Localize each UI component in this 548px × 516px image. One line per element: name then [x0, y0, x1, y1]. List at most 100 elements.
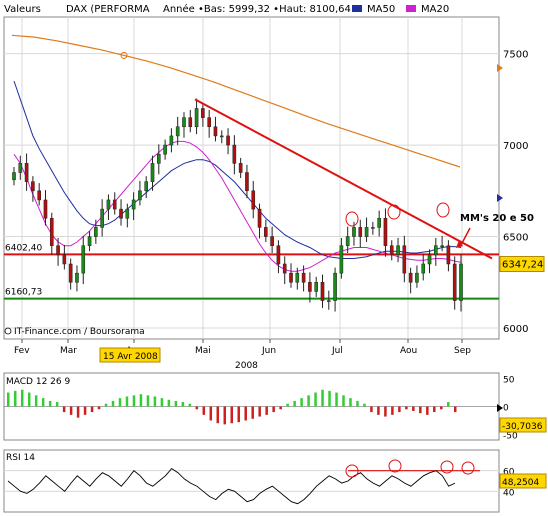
macd-bar — [335, 392, 338, 407]
price-highlight-circle — [436, 202, 450, 218]
candle-body — [452, 263, 457, 301]
macd-bar — [426, 406, 429, 415]
candle-body — [459, 263, 463, 301]
candle-body — [18, 163, 23, 173]
candle-body — [358, 227, 363, 237]
macd-bar — [188, 403, 192, 407]
macd-bar — [41, 398, 45, 407]
macd-bar — [34, 395, 38, 407]
price-highlight-circle — [345, 211, 359, 227]
macd-bar — [195, 406, 199, 410]
candle-body — [440, 245, 444, 247]
candle-body — [94, 227, 98, 237]
header-instrument: DAX (PERFORMA — [66, 4, 150, 15]
macd-bar — [62, 406, 66, 413]
legend-ma20-label: MA20 — [421, 4, 449, 15]
candle-body — [446, 245, 451, 265]
macd-bar — [321, 389, 324, 407]
candle-body — [245, 172, 249, 192]
candle-body — [396, 245, 400, 256]
macd-bar — [412, 406, 415, 411]
macd-bar — [370, 406, 373, 413]
candle-body — [383, 218, 388, 246]
watermark: IT-Finance.com / Boursorama — [14, 327, 145, 337]
candle-body — [138, 190, 142, 201]
legend-ma20-swatch — [406, 5, 416, 12]
rsi-title: RSI 14 — [6, 453, 35, 463]
candle-body — [131, 199, 136, 210]
ma200-marker — [120, 51, 128, 59]
macd-bar — [237, 406, 240, 423]
x-tick-label: Mar — [60, 346, 77, 356]
candle-body — [125, 208, 130, 219]
candle-body — [56, 245, 60, 256]
rsi-highlight-circle — [345, 464, 359, 478]
candle-body — [213, 126, 218, 137]
candle-body — [37, 190, 41, 201]
macd-bar — [160, 398, 164, 407]
ma50-right-marker — [497, 194, 503, 202]
macd-y-tick-label: 0 — [503, 404, 509, 414]
candle-body — [389, 245, 394, 256]
last-price-value: 6347,24 — [502, 259, 543, 270]
candle-body — [434, 245, 438, 256]
candle-body — [421, 263, 426, 274]
x-tick-label: Sep — [454, 346, 471, 356]
macd-bar — [139, 394, 143, 407]
trend-line — [194, 98, 493, 260]
macd-bar — [356, 400, 359, 407]
copyright-icon — [4, 327, 12, 335]
macd-bar — [13, 390, 17, 407]
candle-body — [320, 282, 325, 301]
macd-bar — [90, 406, 94, 413]
macd-bar — [384, 406, 387, 417]
macd-bar — [118, 398, 122, 407]
candle-body — [408, 272, 413, 283]
ma200-line — [11, 34, 461, 168]
macd-bar — [447, 402, 450, 407]
candle-body — [194, 108, 199, 128]
candle-body — [339, 245, 344, 274]
main-y-tick-label: 6000 — [503, 324, 528, 335]
candle-body — [182, 117, 186, 128]
price-highlight-circle — [387, 204, 401, 220]
rsi-line — [7, 468, 456, 505]
candle-body — [226, 135, 230, 146]
macd-bar — [398, 406, 401, 413]
annotation-arrow — [459, 227, 471, 248]
rsi-highlight-circle — [461, 461, 475, 475]
macd-bar — [419, 406, 422, 414]
macd-bar — [251, 406, 254, 419]
date-highlight-label: 15 Avr 2008 — [103, 352, 158, 362]
candle-body — [238, 163, 243, 173]
x-tick-label: Aou — [400, 346, 417, 356]
candle-body — [415, 272, 419, 283]
macd-bar — [454, 406, 457, 413]
macd-bar — [265, 406, 268, 415]
candle-body — [150, 163, 155, 182]
macd-bar — [433, 406, 436, 413]
macd-last-tag — [499, 417, 547, 433]
macd-bar — [167, 399, 171, 407]
macd-bar — [223, 406, 227, 425]
macd-bar — [146, 395, 150, 407]
candle-body — [270, 236, 274, 246]
annotation-arrowhead — [456, 240, 463, 248]
macd-bar — [20, 389, 24, 407]
candle-body — [75, 272, 79, 283]
candle-body — [188, 117, 193, 128]
macd-bar — [405, 406, 408, 410]
candle-body — [31, 181, 35, 192]
rsi-last-tag — [499, 473, 547, 489]
rsi-y-tick-label: 40 — [503, 488, 515, 498]
macd-bar — [104, 403, 108, 407]
rsi-y-tick-label: 60 — [503, 468, 515, 478]
candle-body — [144, 181, 149, 192]
candle-body — [352, 227, 356, 237]
rsi-panel-frame — [3, 449, 500, 513]
macd-bar — [97, 406, 101, 410]
candle-body — [326, 300, 331, 302]
macd-bar — [279, 406, 282, 410]
candle-body — [232, 144, 237, 164]
header-stats: Année •Bas: 5999,32 •Haut: 8100,64 — [163, 3, 351, 15]
